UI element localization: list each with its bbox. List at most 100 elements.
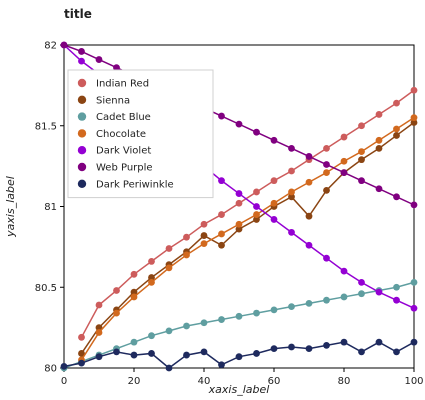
data-point-web-purple: [375, 185, 383, 193]
data-point-sienna: [218, 241, 225, 249]
series-dark-periwinkle: [60, 338, 418, 372]
data-point-indian-red: [95, 301, 103, 309]
data-point-chocolate: [305, 178, 313, 186]
data-point-indian-red: [253, 188, 260, 196]
data-point-chocolate: [130, 293, 138, 301]
data-point-web-purple: [358, 177, 365, 185]
legend-item: Dark Violet: [77, 146, 151, 157]
data-point-sienna: [78, 350, 85, 357]
y-tick-label: 82: [44, 41, 57, 52]
data-point-web-purple: [410, 201, 418, 209]
data-point-sienna: [305, 212, 313, 220]
legend-item: Chocolate: [77, 129, 146, 140]
data-point-chocolate: [270, 199, 278, 207]
data-point-chocolate: [323, 169, 330, 176]
x-axis-title: xaxis_label: [208, 383, 270, 396]
legend-marker: [77, 112, 87, 121]
data-point-cadet-blue: [270, 306, 278, 314]
data-point-web-purple: [288, 144, 295, 152]
data-point-sienna: [323, 186, 330, 194]
x-tick-label: 80: [338, 376, 351, 387]
data-point-dark-periwinkle: [95, 353, 103, 361]
data-point-dark-violet: [393, 296, 400, 304]
data-point-cadet-blue: [183, 322, 190, 330]
data-point-dark-periwinkle: [183, 351, 190, 359]
data-point-indian-red: [323, 144, 330, 152]
data-point-chocolate: [183, 251, 190, 259]
data-point-cadet-blue: [165, 327, 173, 335]
x-tick-label: 0: [61, 376, 67, 387]
data-point-dark-periwinkle: [358, 348, 365, 356]
data-point-dark-violet: [323, 254, 330, 262]
data-point-web-purple: [60, 41, 68, 49]
series-line-sienna: [80, 121, 415, 354]
legend-label: Sienna: [96, 95, 130, 106]
data-point-dark-periwinkle: [305, 345, 313, 353]
data-point-dark-violet: [305, 241, 313, 249]
data-point-sienna: [95, 324, 103, 332]
legend-item: Indian Red: [77, 79, 149, 90]
data-point-dark-violet: [253, 203, 260, 210]
data-point-sienna: [253, 216, 260, 223]
data-point-chocolate: [165, 264, 173, 272]
legend-box: [67, 69, 214, 199]
data-point-sienna: [235, 225, 243, 233]
legend-marker: [77, 162, 87, 172]
data-point-web-purple: [95, 56, 103, 63]
legend-marker: [77, 179, 87, 188]
data-point-indian-red: [130, 270, 138, 278]
data-point-sienna: [130, 288, 138, 296]
legend-marker: [77, 95, 87, 105]
data-point-indian-red: [288, 167, 295, 175]
data-point-dark-periwinkle: [60, 362, 68, 370]
x-tick-label: 20: [128, 376, 141, 387]
data-point-dark-periwinkle: [270, 345, 278, 353]
series-chocolate: [78, 114, 418, 364]
legend-label: Web Purple: [96, 163, 153, 174]
data-point-cadet-blue: [393, 283, 400, 291]
data-point-chocolate: [148, 279, 155, 286]
data-point-dark-periwinkle: [323, 341, 330, 349]
data-point-cadet-blue: [148, 332, 155, 340]
data-point-indian-red: [218, 211, 225, 218]
data-point-chocolate: [200, 240, 208, 248]
data-point-dark-periwinkle: [165, 364, 173, 372]
y-axis: 80 80.5 81 81.5 82: [35, 41, 64, 375]
data-point-indian-red: [410, 86, 418, 94]
data-point-chocolate: [218, 230, 225, 238]
data-point-dark-periwinkle: [130, 351, 138, 359]
legend-label: Indian Red: [96, 79, 149, 90]
data-point-dark-periwinkle: [78, 359, 85, 367]
data-point-cadet-blue: [253, 309, 260, 317]
data-point-dark-periwinkle: [200, 348, 208, 356]
data-point-dark-violet: [375, 288, 383, 296]
legend-marker: [77, 129, 87, 138]
y-tick-label: 80: [44, 364, 57, 375]
data-point-chocolate: [95, 329, 103, 336]
data-point-chocolate: [235, 220, 243, 228]
data-point-dark-periwinkle: [253, 350, 260, 357]
data-point-indian-red: [340, 133, 348, 141]
data-point-indian-red: [113, 287, 120, 294]
data-point-chocolate: [410, 114, 418, 122]
data-point-dark-violet: [358, 279, 365, 286]
x-tick-label: 100: [404, 376, 423, 387]
data-point-web-purple: [270, 136, 278, 144]
data-point-dark-periwinkle: [375, 338, 383, 346]
data-point-dark-violet: [235, 190, 243, 197]
data-point-cadet-blue: [218, 316, 225, 323]
data-point-dark-violet: [270, 216, 278, 223]
data-point-indian-red: [375, 111, 383, 118]
data-point-web-purple: [323, 161, 330, 168]
data-point-web-purple: [218, 112, 225, 120]
series-layer: [60, 41, 418, 372]
data-point-web-purple: [305, 153, 313, 160]
data-point-dark-violet: [218, 177, 225, 185]
legend-item: Dark Periwinkle: [77, 179, 174, 190]
y-axis-title: yaxis_label: [4, 176, 17, 238]
data-point-sienna: [358, 156, 365, 164]
x-tick-label: 60: [268, 376, 281, 387]
data-point-indian-red: [200, 220, 208, 228]
data-point-sienna: [288, 193, 295, 201]
